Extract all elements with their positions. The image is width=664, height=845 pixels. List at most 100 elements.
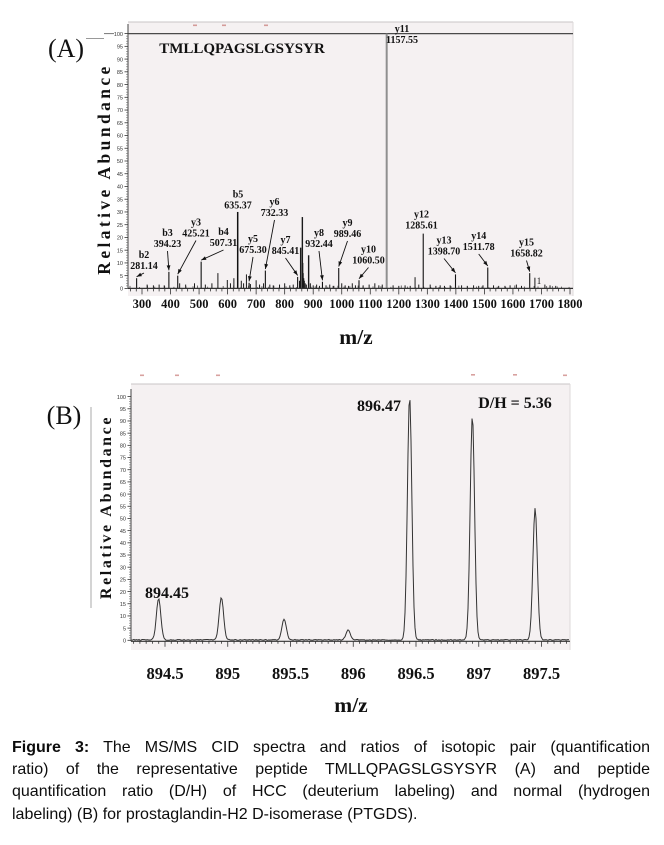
panel-a-x-tick-label: 800 <box>275 297 294 311</box>
panel-b-plot-background <box>131 384 570 650</box>
panel-a-mz-label-y6: 732.33 <box>261 208 289 219</box>
caption-line-1-text: The MS/MS CID spectra and ratios of isot… <box>89 739 650 756</box>
panel-a-peptide-label: TMLLQPAGSLGSYSYR <box>159 41 325 57</box>
panel-a-y-tick-label: 5 <box>120 274 123 280</box>
panel-b-x-tick-label: 896.5 <box>397 664 434 683</box>
panel-b-annotation-1: 894.45 <box>145 585 189 602</box>
panel-a-arrow-y8-head <box>319 275 324 281</box>
panel-a-y-tick-label: 65 <box>117 121 123 127</box>
panel-a-ion-label-b5: b5 <box>233 190 244 201</box>
panel-b-x-tick-label: 894.5 <box>146 664 183 683</box>
panel-a-mz-label-b2: 281.14 <box>130 261 158 272</box>
panel-b-y-tick-label: 25 <box>120 578 126 584</box>
panel-a-y-tick-label: 40 <box>117 185 123 191</box>
panel-a-x-tick-label: 1200 <box>386 297 411 311</box>
panel-a-ion-label-y10: y10 <box>361 245 376 256</box>
panel-b-y-tick-label: 5 <box>123 626 126 632</box>
panel-b-x-tick-label: 897.5 <box>523 664 560 683</box>
panel-b-y-tick-label: 85 <box>120 431 126 437</box>
panel-a-ion-label-y8: y8 <box>314 228 324 239</box>
panel-a-ion-label-y12: y12 <box>414 210 429 221</box>
panel-a-x-tick-label: 900 <box>304 297 323 311</box>
panel-a-y-tick-label: 95 <box>117 45 123 51</box>
panel-a-plot-background <box>128 22 573 296</box>
panel-b-y-tick-label: 10 <box>120 614 126 620</box>
panel-a-y-tick-label: 85 <box>117 70 123 76</box>
panel-a-ion-label-y15: y15 <box>519 238 534 249</box>
panel-a-x-tick-label: 500 <box>190 297 209 311</box>
panel-a-arrow-b4-head <box>201 256 207 261</box>
panel-a-arrow-y5-head <box>248 276 252 282</box>
figure-caption: Figure 3: The MS/MS CID spectra and rati… <box>12 737 650 826</box>
panel-a-y-axis-title: Relative Abundance <box>94 63 114 274</box>
panel-a-y-tick-label: 75 <box>117 96 123 102</box>
panel-a-x-tick-label: 300 <box>133 297 152 311</box>
panel-b-y-tick-label: 30 <box>120 565 126 571</box>
panel-a-y-tick-label: 50 <box>117 159 123 165</box>
panel-a-ion-label-b2: b2 <box>139 250 150 261</box>
panel-b-y-tick-label: 80 <box>120 444 126 450</box>
panel-a-mz-label-b4: 507.31 <box>210 238 238 249</box>
panel-b-annotation-3: D/H = 5.36 <box>478 395 552 412</box>
panel-a-arrow-y3-head <box>177 268 182 275</box>
panel-b-red-speck-3 <box>216 374 220 377</box>
panel-a-mz-label-y7: 845.41 <box>272 246 300 257</box>
panel-b-y-tick-label: 90 <box>120 419 126 425</box>
panel-a-ion-label-y11: y11 <box>395 24 409 35</box>
panel-b-y-tick-label: 45 <box>120 529 126 535</box>
panel-a-y-tick-label: 15 <box>117 248 123 254</box>
panel-b-y-tick-label: 20 <box>120 590 126 596</box>
panel-a-ion-label-b3: b3 <box>162 228 173 239</box>
panel-b-y-tick-label: 70 <box>120 468 126 474</box>
panel-a-y-tick-label: 25 <box>117 223 123 229</box>
panel-a-mz-label-y13: 1398.70 <box>428 247 461 258</box>
panel-b-x-tick-label: 895.5 <box>272 664 309 683</box>
panel-a-ion-label-y3: y3 <box>191 218 201 229</box>
panel-a-ion-label-y6: y6 <box>270 197 280 208</box>
panel-b-red-speck-4 <box>471 374 475 376</box>
caption-figure-label: Figure 3: <box>12 739 90 756</box>
panel-a-y-tick-label: 10 <box>117 261 123 267</box>
panel-a-ion-label-y14: y14 <box>471 231 486 242</box>
panel-a-arrow-b3-head <box>166 265 171 271</box>
panel-b-y-tick-label: 55 <box>120 504 126 510</box>
panel-b-y-tick-label: 15 <box>120 602 126 608</box>
caption-line-4: labeling) (B) for prostaglandin-H2 D-iso… <box>12 805 418 823</box>
panel-a-mz-label-y15: 1658.82 <box>510 249 543 260</box>
panel-a-label: (A) <box>48 34 84 63</box>
panel-a-x-tick-label: 1600 <box>500 297 525 311</box>
panel-a-mz-label-y3: 425.21 <box>182 229 210 240</box>
panel-a-x-axis-title: m/z <box>339 325 373 349</box>
caption-line-1: Figure 3: The MS/MS CID spectra and rati… <box>12 737 650 759</box>
panel-a-y-tick-label: 60 <box>117 134 123 140</box>
panel-b-y-tick-label: 60 <box>120 492 126 498</box>
panel-a-mz-label-b3: 394.23 <box>154 239 182 250</box>
panel-b-red-speck-6 <box>563 374 567 377</box>
panel-a-x-tick-label: 1400 <box>443 297 468 311</box>
panel-b-x-axis-title: m/z <box>334 693 368 717</box>
panel-a-mz-label-y8: 932.44 <box>305 239 333 250</box>
panel-b-y-tick-label: 40 <box>120 541 126 547</box>
panel-a-mz-label-y5: 675.30 <box>239 245 267 256</box>
panel-b-y-tick-label: 50 <box>120 517 126 523</box>
panel-a-arrow-y6-head <box>264 263 269 270</box>
panel-a-arrow-y15-head <box>526 266 531 272</box>
panel-a-x-tick-label: 1700 <box>529 297 554 311</box>
panel-b-red-speck-1 <box>140 374 144 377</box>
panel-a-mz-label-y9: 989.46 <box>334 229 362 240</box>
caption-line-2: ratio) of the representative peptide TML… <box>12 761 650 779</box>
panel-a-x-tick-label: 1100 <box>358 297 382 311</box>
panel-a-ion-label-y7: y7 <box>281 235 291 246</box>
panel-b-red-speck-2 <box>175 374 179 377</box>
panel-b-trace <box>130 400 570 641</box>
panel-a-arrow-y6-line <box>264 219 275 270</box>
panel-b-y-tick-label: 75 <box>120 456 126 462</box>
panel-a-y-tick-label: 0 <box>120 287 123 293</box>
panel-a-x-tick-label: 700 <box>247 297 266 311</box>
panel-a-x-tick-label: 600 <box>218 297 237 311</box>
panel-a-red-speck-2 <box>222 24 226 27</box>
panel-a-y-tick-label: 20 <box>117 236 123 242</box>
panel-a-ion-label-b4: b4 <box>218 227 229 238</box>
panel-a-arrow-b2-head <box>136 272 142 277</box>
